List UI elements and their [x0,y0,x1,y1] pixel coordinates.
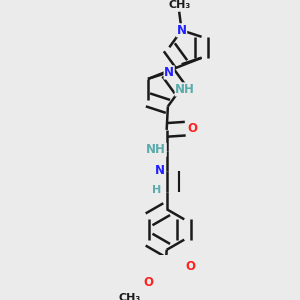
Text: CH₃: CH₃ [168,0,190,10]
Text: O: O [188,122,198,135]
Text: NH: NH [175,83,195,96]
Text: N: N [155,164,165,176]
Text: N: N [164,66,174,79]
Text: CH₃: CH₃ [118,293,140,300]
Text: O: O [143,276,153,289]
Text: NH: NH [146,143,166,156]
Text: N: N [177,24,187,37]
Text: O: O [185,260,195,273]
Text: H: H [152,185,161,195]
